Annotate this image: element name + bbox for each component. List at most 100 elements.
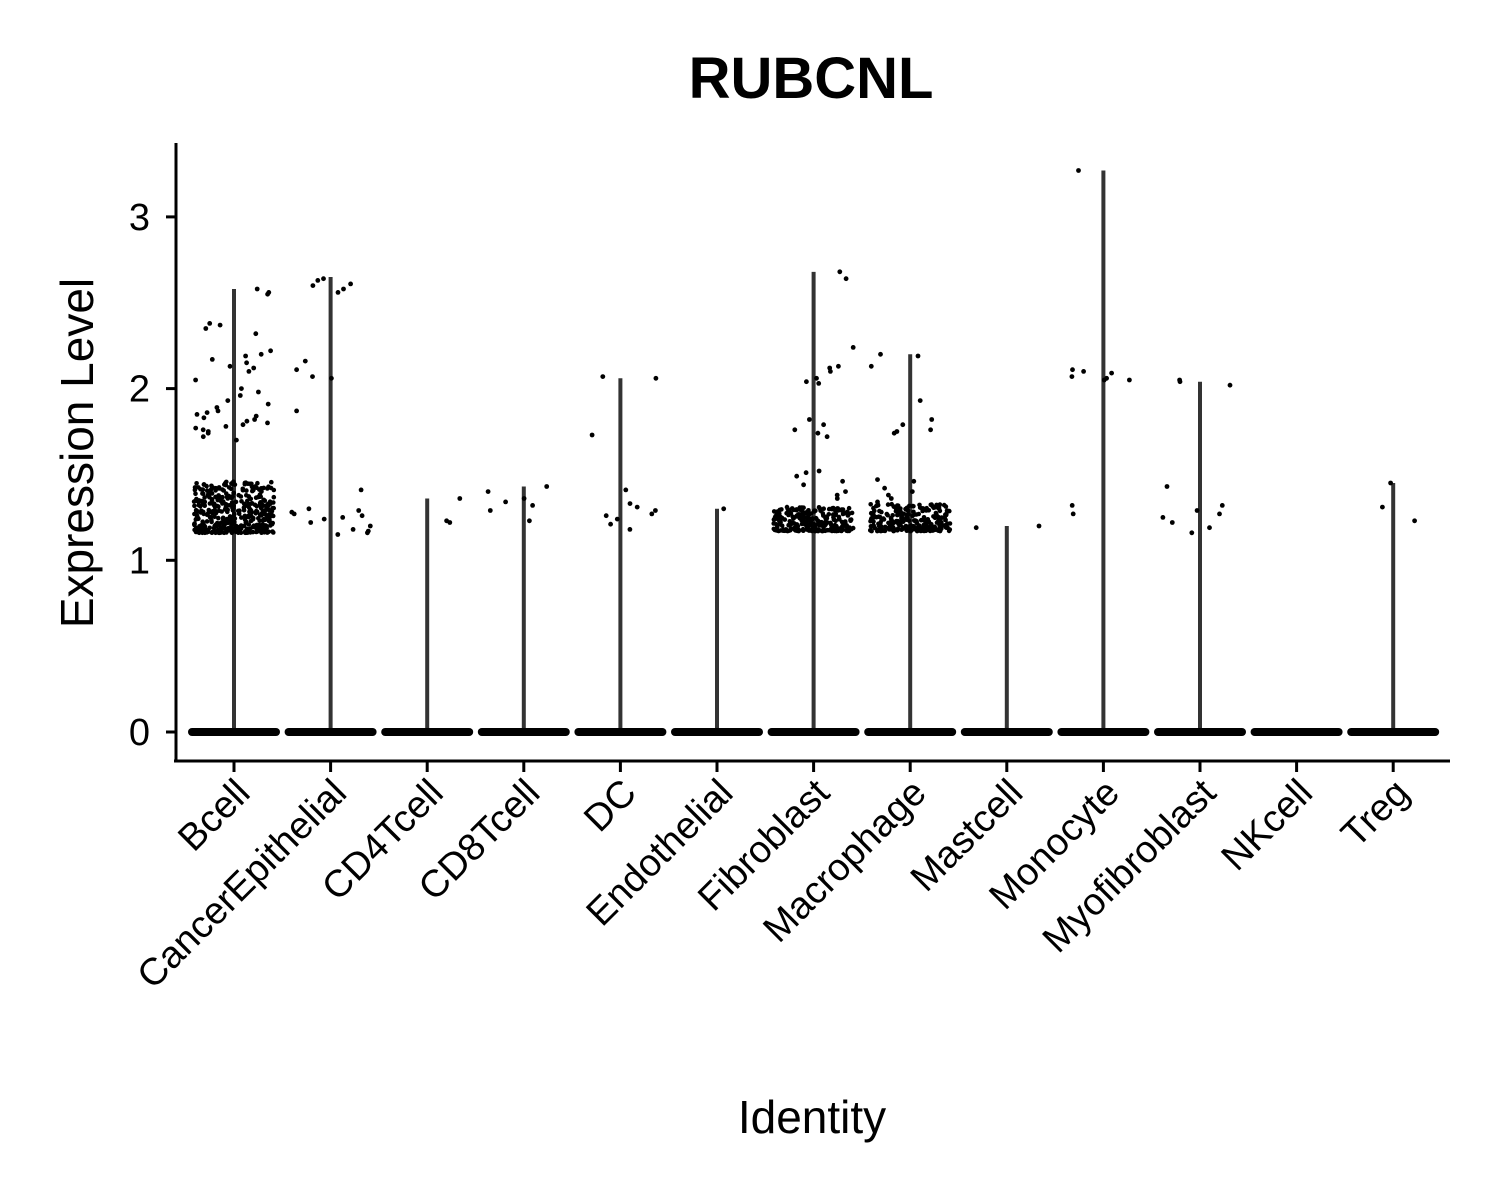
data-point: [938, 516, 944, 521]
data-point: [196, 498, 202, 503]
data-point: [265, 291, 270, 297]
data-point: [791, 525, 797, 531]
data-point: [603, 513, 609, 519]
data-point: [212, 514, 217, 520]
data-point: [905, 508, 911, 513]
y-tick-label: 3: [129, 197, 150, 239]
data-point: [791, 507, 797, 513]
x-tick-label-bcell: Bcell: [170, 772, 258, 860]
data-point: [209, 519, 214, 525]
data-point: [1412, 518, 1417, 524]
data-point: [243, 353, 249, 359]
data-point: [869, 518, 874, 524]
data-point: [815, 430, 821, 436]
data-point: [1070, 367, 1075, 373]
data-point: [485, 489, 491, 494]
data-point: [211, 502, 217, 508]
x-tick-label-dc: DC: [576, 772, 645, 841]
data-point: [906, 527, 911, 532]
data-point: [233, 499, 239, 505]
data-point: [219, 530, 224, 535]
data-point: [911, 504, 916, 509]
data-point: [828, 369, 833, 374]
data-point: [209, 483, 214, 489]
data-point: [909, 489, 915, 494]
data-point: [911, 509, 916, 515]
data-point: [799, 518, 804, 523]
data-point: [933, 510, 939, 516]
data-point: [947, 521, 953, 526]
data-point: [614, 516, 620, 522]
data-point: [239, 499, 244, 504]
data-point: [933, 504, 938, 510]
data-point: [937, 508, 943, 514]
data-point: [268, 501, 273, 507]
data-point: [236, 511, 242, 517]
data-point: [239, 386, 244, 391]
data-point: [457, 496, 463, 501]
data-point: [721, 506, 727, 512]
data-point: [270, 505, 275, 511]
data-point: [503, 499, 508, 505]
data-point: [193, 425, 199, 431]
y-tick-label: 2: [129, 369, 150, 411]
data-point: [244, 519, 249, 525]
data-point: [229, 530, 235, 536]
data-point: [843, 489, 848, 494]
data-point: [263, 523, 268, 528]
data-point: [201, 415, 207, 421]
data-point: [226, 528, 231, 533]
data-point: [804, 518, 810, 523]
data-point: [1189, 530, 1195, 536]
data-point: [544, 484, 550, 489]
data-point: [203, 326, 209, 331]
data-point: [265, 420, 270, 426]
data-point: [271, 494, 277, 500]
data-point: [1380, 504, 1385, 510]
data-point: [200, 434, 206, 440]
data-point: [888, 496, 894, 501]
data-point: [829, 506, 835, 512]
data-point: [255, 529, 261, 534]
data-point: [205, 430, 211, 436]
data-point: [820, 528, 825, 533]
data-point: [1069, 374, 1075, 379]
data-point: [836, 363, 841, 369]
data-point: [244, 503, 249, 508]
data-point: [262, 530, 267, 535]
data-point: [776, 521, 782, 527]
data-point: [900, 422, 906, 428]
data-point: [192, 522, 197, 527]
data-point: [653, 508, 658, 513]
data-point: [321, 516, 327, 522]
data-point: [198, 525, 203, 530]
data-point: [209, 497, 215, 502]
data-point: [242, 480, 248, 486]
data-point: [899, 514, 905, 520]
data-point: [827, 527, 832, 533]
data-point: [348, 281, 353, 287]
data-point: [1076, 168, 1081, 173]
data-point: [828, 520, 833, 526]
data-point: [234, 437, 239, 443]
data-point: [209, 357, 215, 362]
data-point: [259, 501, 265, 507]
data-point: [244, 488, 249, 493]
data-point: [943, 512, 948, 517]
data-point: [229, 520, 234, 525]
data-point: [872, 508, 877, 514]
data-point: [215, 495, 220, 500]
data-point: [870, 512, 875, 517]
data-point: [207, 514, 213, 520]
data-point: [269, 521, 275, 527]
data-point: [194, 481, 199, 486]
data-point: [202, 499, 208, 505]
data-point: [885, 512, 890, 518]
data-point: [253, 331, 259, 337]
data-point: [888, 527, 894, 532]
data-point: [310, 374, 315, 379]
data-point: [875, 477, 880, 482]
data-point: [291, 511, 297, 517]
data-point: [195, 527, 200, 532]
data-point: [224, 516, 230, 522]
